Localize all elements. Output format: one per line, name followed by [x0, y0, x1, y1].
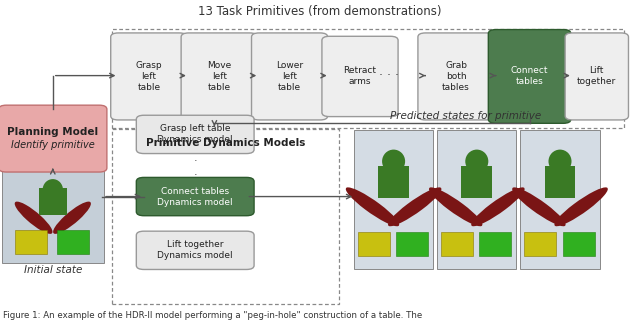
Text: Retract
arms: Retract arms	[344, 67, 376, 86]
FancyBboxPatch shape	[461, 166, 492, 198]
FancyBboxPatch shape	[545, 166, 575, 198]
Ellipse shape	[465, 150, 488, 173]
Text: ·
·
·: · · ·	[193, 156, 197, 194]
Text: Predicted states for primitive: Predicted states for primitive	[390, 111, 541, 121]
Ellipse shape	[346, 187, 399, 226]
Text: 13 Task Primitives (from demonstrations): 13 Task Primitives (from demonstrations)	[198, 5, 442, 18]
Text: Primitive Dynamics Models: Primitive Dynamics Models	[146, 138, 305, 148]
Ellipse shape	[382, 150, 405, 173]
FancyBboxPatch shape	[488, 30, 571, 123]
Text: Connect tables
Dynamics model: Connect tables Dynamics model	[157, 186, 233, 207]
FancyBboxPatch shape	[418, 33, 494, 120]
FancyBboxPatch shape	[378, 166, 409, 198]
Ellipse shape	[53, 202, 91, 234]
Text: Identify primitive: Identify primitive	[11, 140, 95, 150]
Text: · · ·: · · ·	[379, 69, 399, 82]
FancyBboxPatch shape	[358, 232, 390, 256]
Ellipse shape	[512, 187, 566, 226]
Text: Move
left
table: Move left table	[207, 61, 231, 92]
Ellipse shape	[548, 150, 572, 173]
FancyBboxPatch shape	[2, 169, 104, 263]
Ellipse shape	[15, 202, 52, 234]
FancyBboxPatch shape	[0, 105, 107, 172]
FancyBboxPatch shape	[38, 188, 67, 215]
Ellipse shape	[471, 187, 525, 226]
FancyBboxPatch shape	[136, 115, 254, 154]
Text: Figure 1: An example of the HDR-II model performing a "peg-in-hole" construction: Figure 1: An example of the HDR-II model…	[3, 311, 422, 320]
Ellipse shape	[42, 179, 63, 201]
FancyBboxPatch shape	[563, 232, 595, 256]
FancyBboxPatch shape	[479, 232, 511, 256]
Text: Connect
tables: Connect tables	[511, 67, 548, 86]
FancyBboxPatch shape	[322, 36, 398, 117]
FancyBboxPatch shape	[520, 130, 600, 269]
FancyBboxPatch shape	[441, 232, 473, 256]
FancyBboxPatch shape	[136, 177, 254, 216]
Text: Grasp
left
table: Grasp left table	[136, 61, 162, 92]
FancyBboxPatch shape	[15, 230, 47, 254]
FancyBboxPatch shape	[252, 33, 328, 120]
FancyBboxPatch shape	[111, 33, 187, 120]
FancyBboxPatch shape	[181, 33, 257, 120]
FancyBboxPatch shape	[437, 130, 516, 269]
Text: Grasp left table
Dynamics model: Grasp left table Dynamics model	[157, 124, 233, 144]
Text: Planning Model: Planning Model	[7, 127, 99, 137]
FancyBboxPatch shape	[354, 130, 433, 269]
Text: Grab
both
tables: Grab both tables	[442, 61, 470, 92]
FancyBboxPatch shape	[58, 230, 90, 254]
Text: Lower
left
table: Lower left table	[276, 61, 303, 92]
FancyBboxPatch shape	[524, 232, 556, 256]
Text: Lift
together: Lift together	[577, 67, 616, 86]
FancyBboxPatch shape	[565, 33, 628, 120]
Ellipse shape	[429, 187, 483, 226]
FancyBboxPatch shape	[136, 231, 254, 269]
Ellipse shape	[554, 187, 608, 226]
Text: Initial state: Initial state	[24, 265, 82, 276]
Ellipse shape	[388, 187, 442, 226]
Text: Lift together
Dynamics model: Lift together Dynamics model	[157, 240, 233, 260]
FancyBboxPatch shape	[396, 232, 428, 256]
